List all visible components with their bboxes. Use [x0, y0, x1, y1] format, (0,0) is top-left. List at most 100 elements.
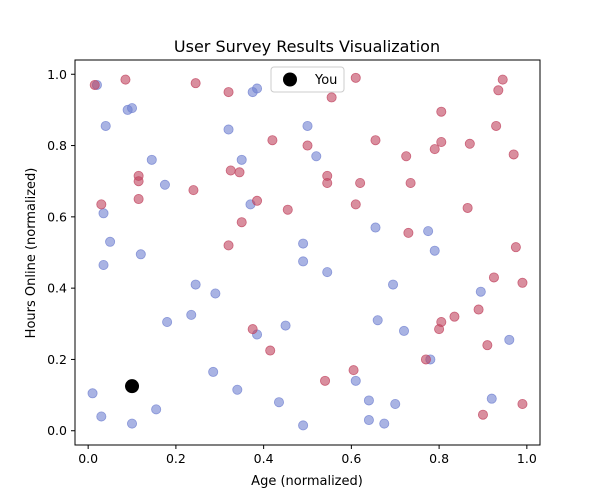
scatter-point-blue [146, 154, 157, 165]
scatter-point-red [355, 177, 366, 188]
x-axis-label: Age (normalized) [251, 474, 363, 489]
scatter-point-red [348, 365, 359, 376]
scatter-point-red [517, 399, 528, 410]
y-tick-label: 0.2 [47, 352, 67, 367]
scatter-point-blue [423, 226, 434, 237]
scatter-point-blue [162, 317, 173, 328]
y-axis: 0.0 0.2 0.4 0.6 0.8 1.0 [47, 67, 75, 438]
y-tick-label: 1.0 [47, 67, 67, 82]
scatter-point-red [510, 242, 521, 253]
scatter-point-red [517, 277, 528, 288]
scatter-point-blue [370, 222, 381, 233]
scatter-point-red [464, 138, 475, 149]
x-tick-label: 0.8 [429, 451, 449, 466]
scatter-point-red [436, 136, 447, 147]
x-tick-label: 0.2 [166, 451, 186, 466]
scatter-point-blue [210, 288, 221, 299]
scatter-point-blue [208, 366, 219, 377]
scatter-point-blue [273, 397, 284, 408]
scatter-point-red [429, 144, 440, 155]
scatter-point-blue [186, 309, 197, 320]
x-axis: 0.0 0.2 0.4 0.6 0.8 1.0 [78, 445, 537, 466]
scatter-point-blue [223, 124, 234, 135]
scatter-point-red [401, 151, 412, 162]
y-tick-label: 0.8 [47, 138, 67, 153]
scatter-point-red [473, 304, 484, 315]
scatter-point-blue [298, 238, 309, 249]
scatter-point-red [350, 199, 361, 210]
x-tick-label: 0.0 [78, 451, 98, 466]
scatter-point-red [477, 409, 488, 420]
scatter-point-blue [96, 411, 107, 422]
plot-frame [74, 59, 541, 446]
scatter-point-red [482, 340, 493, 351]
scatter-point-blue [372, 315, 383, 326]
x-tick-label: 0.6 [341, 451, 361, 466]
scatter-point-red [322, 177, 333, 188]
scatter-point-blue [232, 384, 243, 395]
scatter-point-red [420, 354, 431, 365]
scatter-point-blue [190, 279, 201, 290]
scatter-point-blue [302, 120, 313, 131]
scatter-point-red [488, 272, 499, 283]
scatter-point-red [282, 204, 293, 215]
y-tick-label: 0.0 [47, 423, 67, 438]
legend: You [270, 66, 345, 93]
scatter-point-red [96, 199, 107, 210]
y-axis-label: Hours Online (normalized) [24, 168, 39, 339]
scatter-point-red [236, 217, 247, 228]
scatter-point-red [302, 140, 313, 151]
scatter-point-red [462, 202, 473, 213]
scatter-point-red [436, 106, 447, 117]
scatter-point-blue [388, 279, 399, 290]
scatter-point-red [508, 149, 519, 160]
scatter-point-red [350, 72, 361, 83]
scatter-point-red [234, 167, 245, 178]
scatter-point-blue [280, 320, 291, 331]
scatter-point-blue [159, 179, 170, 190]
scatter-point-red [89, 79, 100, 90]
scatter-point-blue [98, 259, 109, 270]
scatter-point-blue [87, 388, 98, 399]
legend-label-you: You [314, 73, 337, 88]
scatter-point-red [434, 324, 445, 335]
highlight-point-you [125, 379, 140, 394]
scatter-point-red [252, 195, 263, 206]
scatter-point-blue [252, 83, 263, 94]
scatter-point-red [133, 194, 144, 205]
scatter-point-blue [236, 154, 247, 165]
scatter-point-red [449, 311, 460, 322]
scatter-point-blue [429, 245, 440, 256]
scatter-point-red [403, 227, 414, 238]
scatter-point-red [265, 345, 276, 356]
scatter-point-blue [127, 418, 138, 429]
scatter-point-red [405, 177, 416, 188]
scatter-point-blue [486, 393, 497, 404]
scatter-point-red [370, 135, 381, 146]
scatter-point-red [133, 176, 144, 187]
scatter-point-blue [151, 404, 162, 415]
scatter-point-red [225, 165, 236, 176]
y-tick-label: 0.4 [47, 281, 67, 296]
scatter-point-red [120, 74, 131, 85]
scatter-point-blue [98, 208, 109, 219]
scatter-point-red [326, 92, 337, 103]
chart-title: User Survey Results Visualization [174, 37, 440, 56]
scatter-point-red [320, 375, 331, 386]
scatter-point-blue [298, 256, 309, 267]
scatter-point-blue [311, 151, 322, 162]
scatter-point-blue [298, 420, 309, 431]
scatter-point-blue [399, 325, 410, 336]
plot-area [74, 59, 541, 446]
scatter-point-red [491, 120, 502, 131]
scatter-point-blue [350, 375, 361, 386]
scatter-point-red [223, 240, 234, 251]
scatter-point-red [493, 85, 504, 96]
scatter-point-blue [127, 103, 138, 114]
scatter-point-blue [322, 267, 333, 278]
legend-marker-you [283, 72, 297, 87]
x-tick-label: 1.0 [517, 451, 537, 466]
scatter-point-blue [475, 286, 486, 297]
scatter-point-red [497, 74, 508, 85]
